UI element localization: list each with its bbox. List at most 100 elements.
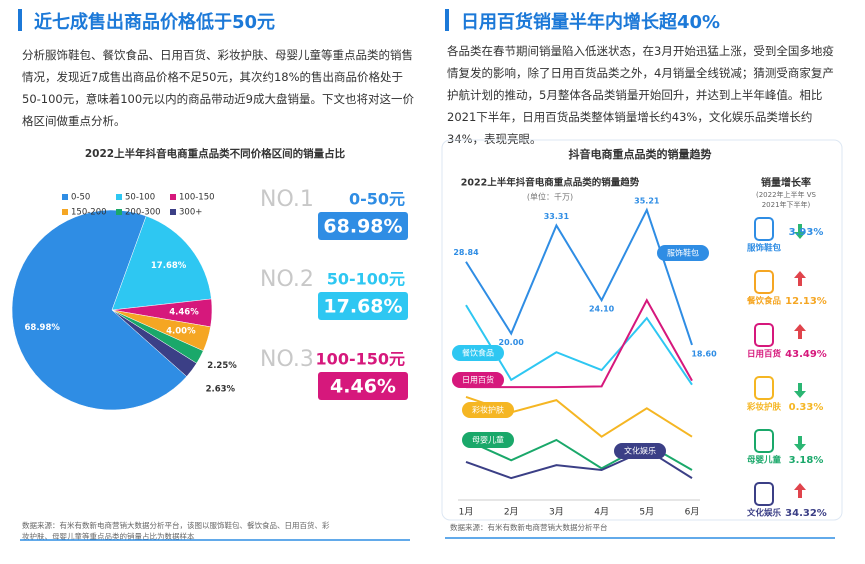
line-subtitle: (单位：千万) (527, 192, 573, 202)
trend-arrow (794, 324, 806, 339)
left-source: 数据来源：有米有数新电商营销大数据分析平台，该图以服饰鞋包、餐饮食品、日用百货、… (22, 521, 330, 541)
legend-label: 150-200 (71, 208, 107, 218)
x-tick-label: 4月 (594, 507, 609, 518)
legend-pill (462, 402, 514, 418)
pie-label: 2.63% (206, 384, 236, 394)
growth-name: 服饰鞋包 (747, 243, 782, 254)
x-tick-label: 1月 (459, 507, 474, 518)
series-line (466, 298, 693, 389)
category-icon (754, 270, 774, 294)
growth-value: 3.18% (789, 455, 824, 466)
legend-label: 300+ (179, 208, 202, 218)
legend-marker (170, 194, 176, 200)
rank: NO.2 (260, 267, 314, 292)
trend-arrow (794, 383, 806, 398)
rank: NO.3 (260, 347, 314, 372)
legend-label: 200-300 (125, 208, 161, 218)
data-label: 28.84 (453, 248, 479, 257)
pie-slice (11, 209, 188, 411)
left-title: 近七成售出商品价格低于50元 (34, 12, 276, 33)
legend-label: 餐饮食品 (462, 348, 494, 358)
legend-marker (62, 194, 68, 200)
growth-name: 餐饮食品 (746, 296, 782, 307)
line-title: 2022上半年抖音电商重点品类的销量趋势 (461, 177, 640, 189)
growth-value: 43.49% (785, 349, 827, 360)
right-source: 数据来源：有米有数新电商营销大数据分析平台 (450, 523, 608, 532)
category-icon (754, 376, 774, 400)
legend-label: 彩妆护肤 (472, 405, 504, 415)
trend-arrow (794, 483, 806, 498)
legend-marker (116, 209, 122, 215)
category-icon (754, 482, 774, 506)
header-bar (445, 9, 449, 31)
legend-pill (462, 432, 514, 448)
rank-box (318, 212, 408, 240)
growth-value: 34.32% (785, 508, 827, 519)
right-paragraph: 各品类在春节期间销量陷入低迷状态，在3月开始迅猛上涨，受到全国多地疫情复发的影响… (447, 44, 834, 146)
right-title: 日用百货销量半年内增长超40% (461, 12, 721, 33)
rank-box (318, 372, 408, 400)
panel-frame (441, 139, 843, 521)
growth-subtitle: (2022年上半年 VS 2021年下半年) (755, 191, 816, 209)
pie-slice (111, 309, 197, 377)
legend-marker (116, 194, 122, 200)
x-tick-label: 6月 (685, 507, 700, 518)
rank-share: 17.68% (323, 296, 402, 318)
growth-value: 3.93% (789, 227, 824, 238)
data-label: 33.31 (544, 212, 570, 221)
category-icon (754, 217, 774, 241)
growth-name: 日用百货 (747, 349, 782, 360)
legend-label: 50-100 (125, 193, 155, 203)
category-icon (754, 323, 774, 347)
trend-arrow (794, 436, 806, 451)
legend-pill (452, 372, 504, 388)
trend-arrow (794, 224, 806, 239)
growth-value: 0.33% (789, 402, 824, 413)
pie-label: 68.98% (24, 323, 60, 333)
growth-subtitle-box: (2022年上半年 VS 2021年下半年) (755, 191, 816, 209)
rank-share: 4.46% (330, 376, 396, 398)
legend-pill (452, 345, 504, 361)
growth-name: 彩妆护肤 (746, 402, 782, 413)
legend-label: 0-50 (71, 193, 90, 203)
legend-pill (614, 443, 666, 459)
legend-label: 母婴儿童 (472, 435, 504, 445)
growth-value: 12.13% (785, 296, 827, 307)
data-label: 24.10 (589, 305, 615, 314)
growth-name: 母婴儿童 (747, 455, 782, 466)
header-bar (18, 9, 22, 31)
legend-marker (62, 209, 68, 215)
rank-share: 68.98% (323, 216, 402, 238)
legend-label: 日用百货 (462, 375, 494, 385)
x-tick-label: 5月 (639, 507, 654, 518)
x-tick-label: 2月 (504, 507, 519, 518)
pie-label: 4.00% (166, 326, 196, 336)
growth-name: 文化娱乐 (747, 508, 782, 519)
x-tick-label: 3月 (549, 507, 564, 518)
pie-label: 17.68% (151, 261, 187, 271)
pie-slice (111, 215, 212, 311)
data-label: 18.60 (691, 349, 717, 358)
pie-title: 2022上半年抖音电商重点品类不同价格区间的销量占比 (85, 147, 346, 160)
legend-label: 服饰鞋包 (667, 248, 699, 258)
series-line (465, 304, 693, 386)
rank: NO.1 (260, 187, 314, 212)
rank-range: 0-50元 (349, 190, 405, 209)
rank-range: 100-150元 (316, 350, 405, 369)
rank-box (318, 292, 408, 320)
series-line (465, 207, 693, 346)
legend-label: 文化娱乐 (624, 446, 656, 456)
category-icon (754, 429, 774, 453)
pie-label: 2.25% (207, 361, 237, 371)
rank-range: 50-100元 (327, 270, 405, 289)
legend-marker (170, 209, 176, 215)
panel-title: 抖音电商重点品类的销量趋势 (569, 147, 712, 161)
data-label: 35.21 (634, 197, 660, 206)
pie-label: 4.46% (169, 308, 199, 318)
data-label: 20.00 (499, 338, 525, 347)
left-paragraph: 分析服饰鞋包、餐饮食品、日用百货、彩妆护肤、母婴儿童等重点品类的销售情况，发现近… (22, 48, 414, 128)
legend-label: 100-150 (179, 193, 215, 203)
legend-pill (657, 245, 709, 261)
